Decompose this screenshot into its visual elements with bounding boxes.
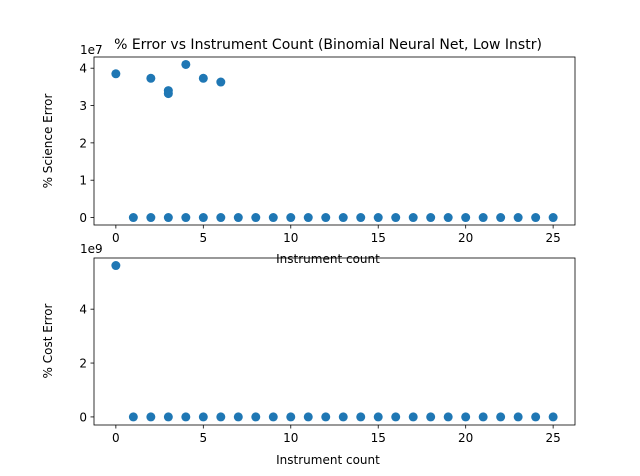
science-error-y-tick-label: 0 [79,211,87,225]
science-error-point [146,73,156,83]
science-error-points [111,59,558,223]
cost-error-point [233,412,243,422]
science-error-y-tick-label: 2 [79,136,87,150]
cost-error-point [303,412,313,422]
cost-error-subplot: 0 5 10 15 20 25 0 2 4 1e9 Instrument count % Co… [41,242,576,467]
cost-error-point [496,412,506,422]
science-error-x-tick-label: 5 [199,231,207,245]
cost-error-point [251,412,261,422]
cost-error-x-tick-label: 5 [199,431,207,445]
cost-error-point [513,412,523,422]
science-error-point [321,213,331,223]
cost-error-y-tick-label: 4 [79,303,87,317]
science-error-point [478,213,488,223]
cost-error-axes-frame [93,257,576,426]
cost-error-y-ticks: 0 2 4 [79,303,94,424]
science-error-y-tick-label: 1 [79,174,87,188]
science-error-x-tick-label: 10 [283,231,298,245]
cost-error-point [426,412,436,422]
science-error-point [146,213,156,223]
cost-error-y-axis-label: % Cost Error [41,303,55,378]
science-error-point [443,213,453,223]
science-error-point [198,73,208,83]
cost-error-x-tick-label: 0 [112,431,120,445]
science-error-point [251,213,261,223]
science-error-point [461,213,471,223]
cost-error-point [268,412,278,422]
science-error-point [513,213,523,223]
science-error-x-ticks: 0 5 10 15 20 25 [112,225,561,245]
cost-error-point [321,412,331,422]
cost-error-point [356,412,366,422]
science-error-point [181,59,191,69]
cost-error-x-tick-label: 20 [458,431,473,445]
cost-error-point [531,412,541,422]
science-error-y-ticks: 0 1 2 3 4 [79,62,94,225]
cost-error-x-tick-label: 25 [545,431,560,445]
chart-title: % Error vs Instrument Count (Binomial Ne… [114,37,542,53]
cost-error-point [443,412,453,422]
cost-error-point [548,412,558,422]
science-error-offset-label: 1e7 [80,43,103,57]
cost-error-y-tick-label: 2 [79,357,87,371]
cost-error-point [181,412,191,422]
cost-error-point [478,412,488,422]
science-error-x-tick-label: 0 [112,231,120,245]
science-error-y-tick-label: 3 [79,99,87,113]
cost-error-points [111,261,558,422]
cost-error-point [338,412,348,422]
science-error-x-tick-label: 25 [545,231,560,245]
cost-error-point [461,412,471,422]
science-error-point [216,213,226,223]
science-error-point [356,213,366,223]
science-error-point [163,89,173,99]
science-error-point [408,213,418,223]
science-error-point [128,213,138,223]
cost-error-point [128,412,138,422]
cost-error-x-ticks: 0 5 10 15 20 25 [112,425,561,445]
cost-error-offset-label: 1e9 [80,242,103,256]
science-error-point [391,213,401,223]
science-error-y-tick-label: 4 [79,62,87,76]
cost-error-point [163,412,173,422]
science-error-point [216,77,226,87]
cost-error-point [198,412,208,422]
science-error-point [303,213,313,223]
science-error-point [496,213,506,223]
science-error-point [111,69,121,79]
science-error-point [373,213,383,223]
science-error-point [531,213,541,223]
science-error-x-axis-label: Instrument count [276,252,380,266]
cost-error-y-tick-label: 0 [79,410,87,424]
science-error-point [163,213,173,223]
cost-error-x-tick-label: 15 [371,431,386,445]
science-error-point [181,213,191,223]
science-error-axes-frame [93,56,576,226]
cost-error-point [111,261,121,271]
cost-error-point [146,412,156,422]
science-error-x-tick-label: 20 [458,231,473,245]
science-error-point [426,213,436,223]
science-error-y-axis-label: % Science Error [41,94,55,189]
cost-error-point [373,412,383,422]
science-error-point [286,213,296,223]
science-error-point [233,213,243,223]
science-error-subplot: 0 5 10 15 20 25 0 1 2 3 4 1e7 % Error vs Instrume… [41,37,576,266]
science-error-point [338,213,348,223]
science-error-point [548,213,558,223]
cost-error-point [216,412,226,422]
cost-error-point [408,412,418,422]
cost-error-x-axis-label: Instrument count [276,453,380,467]
cost-error-point [286,412,296,422]
cost-error-x-tick-label: 10 [283,431,298,445]
science-error-x-tick-label: 15 [371,231,386,245]
science-error-point [268,213,278,223]
cost-error-point [391,412,401,422]
science-error-point [198,213,208,223]
